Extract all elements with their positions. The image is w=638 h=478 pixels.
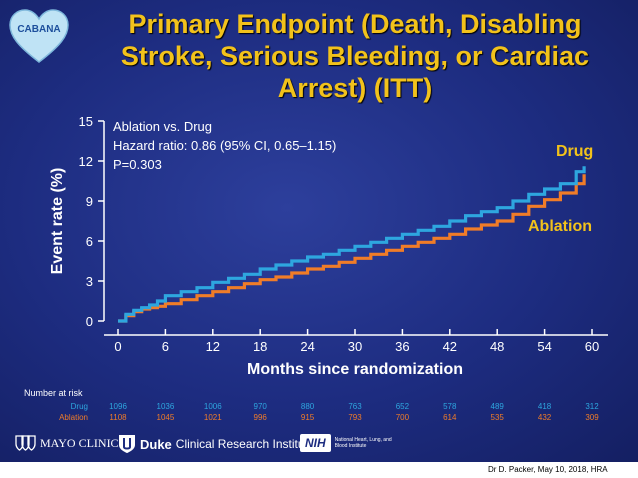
x-tick-label: 42 (443, 339, 457, 354)
x-tick-label: 54 (537, 339, 551, 354)
risk-cell-ablation: 996 (254, 413, 268, 422)
risk-table-header: Number at risk (24, 388, 83, 398)
series-label-drug: Drug (556, 143, 593, 160)
duke-shield-icon (119, 435, 135, 453)
slide: CABANA Primary Endpoint (Death, Disablin… (0, 0, 638, 462)
risk-cell-drug: 489 (491, 402, 505, 411)
risk-cell-drug: 970 (254, 402, 268, 411)
title-line-2: Stroke, Serious Bleeding, or Cardiac (120, 41, 590, 71)
cabana-heart-logo: CABANA (9, 9, 69, 63)
risk-row-label-drug: Drug (71, 402, 88, 411)
risk-cell-ablation: 535 (491, 413, 505, 422)
x-tick-label: 6 (162, 339, 169, 354)
risk-cell-drug: 652 (396, 402, 410, 411)
risk-cell-ablation: 1108 (109, 413, 127, 422)
slide-credit: Dr D. Packer, May 10, 2018, HRA (488, 465, 608, 474)
y-tick-label: 3 (86, 274, 93, 289)
risk-cell-ablation: 614 (443, 413, 457, 422)
x-tick-label: 0 (114, 339, 121, 354)
x-tick-label: 48 (490, 339, 504, 354)
risk-cell-drug: 418 (538, 402, 552, 411)
y-tick-label: 6 (86, 234, 93, 249)
title-line-3: Arrest) (ITT) (277, 73, 433, 103)
logo-text: CABANA (17, 24, 60, 35)
duke-cri-name: Clinical Research Institute (175, 437, 315, 451)
risk-cell-drug: 763 (348, 402, 362, 411)
duke-cri-logo: Duke Clinical Research Institute (118, 434, 315, 454)
slide-title: Primary Endpoint (Death, Disabling Strok… (95, 8, 615, 104)
mayo-shield-icon (15, 435, 36, 451)
nih-nhlbi-logo: NIH National Heart, Lung, and Blood Inst… (300, 434, 405, 452)
x-tick-label: 12 (206, 339, 220, 354)
risk-cell-drug: 1036 (157, 402, 175, 411)
chart-axes (103, 121, 608, 336)
series-label-ablation: Ablation (528, 218, 592, 235)
nih-badge: NIH (300, 434, 331, 452)
x-tick-label: 18 (253, 339, 267, 354)
y-tick-label: 12 (79, 154, 93, 169)
x-tick-label: 24 (300, 339, 314, 354)
x-tick-label: 36 (395, 339, 409, 354)
risk-cell-drug: 578 (443, 402, 457, 411)
risk-cell-ablation: 1045 (157, 413, 175, 422)
risk-cell-ablation: 915 (301, 413, 315, 422)
duke-name: Duke (140, 436, 172, 452)
series-line-drug (118, 166, 586, 323)
nhlbi-name: National Heart, Lung, and Blood Institut… (334, 437, 392, 449)
x-axis-label: Months since randomization (247, 361, 463, 378)
mayo-clinic-logo: MAYO CLINIC (14, 434, 119, 452)
risk-cell-ablation: 432 (538, 413, 552, 422)
risk-cell-ablation: 309 (585, 413, 599, 422)
risk-row-label-ablation: Ablation (59, 413, 88, 422)
footer-logos: MAYO CLINIC Duke Clinical Research Insti… (0, 428, 638, 462)
risk-cell-drug: 312 (585, 402, 599, 411)
y-axis-label: Event rate (%) (49, 168, 66, 275)
risk-cell-drug: 1006 (204, 402, 222, 411)
y-tick-label: 0 (86, 314, 93, 329)
annotation-hazard-ratio: Hazard ratio: 0.86 (95% CI, 0.65–1.15) (113, 138, 336, 153)
risk-cell-drug: 1096 (109, 402, 127, 411)
risk-cell-ablation: 793 (348, 413, 362, 422)
x-tick-label: 60 (585, 339, 599, 354)
risk-cell-ablation: 1021 (204, 413, 222, 422)
annotation-comparison: Ablation vs. Drug (113, 119, 212, 134)
y-tick-label: 9 (86, 194, 93, 209)
x-tick-label: 30 (348, 339, 362, 354)
title-line-1: Primary Endpoint (Death, Disabling (128, 9, 582, 39)
y-tick-label: 15 (79, 114, 93, 129)
risk-cell-drug: 880 (301, 402, 315, 411)
mayo-clinic-name: MAYO CLINIC (40, 435, 119, 450)
annotation-p-value: P=0.303 (113, 157, 162, 172)
series-line-ablation (118, 174, 586, 323)
risk-cell-ablation: 700 (396, 413, 410, 422)
